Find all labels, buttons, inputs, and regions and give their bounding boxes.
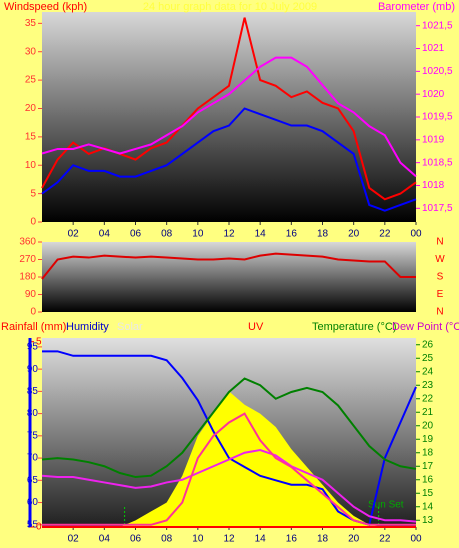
- x-tick-label: 06: [130, 229, 142, 240]
- y-tick-label: 60: [27, 497, 39, 508]
- y2-label: Barometer (mb): [378, 1, 455, 13]
- x-tick-label: 02: [68, 229, 80, 240]
- y2-tick-label: 14: [422, 501, 434, 512]
- y-tick-label: 85: [27, 386, 39, 397]
- y2-tick-label: 22: [422, 393, 434, 404]
- x-tick-label: 20: [348, 534, 360, 543]
- y-tick-label: 55: [27, 519, 39, 530]
- annotation: Sun Set: [368, 500, 404, 511]
- rain-tick-label: 0: [36, 522, 42, 533]
- y2-tick-label: 1018: [422, 180, 445, 191]
- x-tick-label: 16: [286, 534, 298, 543]
- y2-tick-label: 21: [422, 407, 434, 418]
- y2-tick-label: 1021,5: [422, 20, 453, 31]
- solar-label: Solar: [117, 321, 143, 333]
- x-tick-label: 06: [130, 534, 142, 543]
- x-tick-label: 08: [161, 534, 173, 543]
- y-tick-label: 35: [25, 18, 37, 29]
- y2-tick-label: 1018,5: [422, 157, 453, 168]
- y2-tick-label: 24: [422, 366, 434, 377]
- y2-tick-label: 19: [422, 434, 434, 445]
- y-tick-label: 90: [25, 289, 37, 300]
- y-tick-label: 10: [25, 160, 37, 171]
- x-tick-label: 04: [99, 229, 111, 240]
- y-tick-label: 0: [30, 217, 36, 228]
- y2-tick-label: 23: [422, 380, 434, 391]
- rain-tick-label: 5: [36, 336, 42, 347]
- y-tick-label: 90: [27, 364, 39, 375]
- temperature-label: Temperature (°C): [312, 321, 396, 333]
- panel-bg: [42, 242, 416, 312]
- compass-label: S: [437, 272, 444, 283]
- compass-label: E: [437, 289, 444, 300]
- y-tick-label: 5: [30, 188, 36, 199]
- x-tick-label: 22: [379, 229, 391, 240]
- y-tick-label: 270: [19, 254, 36, 265]
- y2-tick-label: 13: [422, 515, 434, 526]
- y2-tick-label: 26: [422, 339, 434, 350]
- x-tick-label: 16: [286, 229, 298, 240]
- rain-label: Rainfall (mm): [1, 321, 66, 333]
- x-tick-label: 00: [410, 534, 422, 543]
- y-tick-label: 30: [25, 46, 37, 57]
- y-tick-label: 95: [27, 342, 39, 353]
- x-tick-label: 08: [161, 229, 173, 240]
- y2-tick-label: 1019: [422, 134, 445, 145]
- panel-bg: [42, 12, 416, 222]
- humidity-label: Humidity: [66, 321, 109, 333]
- x-tick-label: 18: [317, 534, 329, 543]
- series-line: [41, 107, 417, 212]
- series-line: [41, 56, 417, 178]
- y-tick-label: 15: [25, 132, 37, 143]
- y2-tick-label: 1019,5: [422, 112, 453, 123]
- compass-label: N: [436, 237, 443, 248]
- y2-tick-label: 15: [422, 488, 434, 499]
- y2-tick-label: 25: [422, 353, 434, 364]
- y-tick-label: 80: [27, 408, 39, 419]
- x-tick-label: 14: [255, 229, 267, 240]
- x-tick-label: 22: [379, 534, 391, 543]
- y-tick-label: 65: [27, 475, 39, 486]
- series-line: [41, 377, 417, 479]
- x-tick-label: 10: [192, 534, 204, 543]
- x-tick-label: 00: [410, 229, 422, 240]
- series-line: [41, 449, 417, 523]
- dew-label: Dew Point (°C: [392, 321, 459, 333]
- compass-label: N: [436, 307, 443, 318]
- y-tick-label: 25: [25, 75, 37, 86]
- y-tick-label: 180: [19, 272, 36, 283]
- y2-tick-label: 1021: [422, 43, 445, 54]
- y2-tick-label: 20: [422, 420, 434, 431]
- compass-label: W: [435, 254, 445, 265]
- uv-label: UV: [248, 321, 264, 333]
- y-tick-label: 20: [25, 103, 37, 114]
- y2-tick-label: 18: [422, 447, 434, 458]
- y-tick-label: 70: [27, 453, 39, 464]
- y-label: Windspeed (kph): [4, 1, 87, 13]
- x-tick-label: 18: [317, 229, 329, 240]
- y2-tick-label: 17: [422, 461, 434, 472]
- x-tick-label: 20: [348, 229, 360, 240]
- y-tick-label: 0: [30, 307, 36, 318]
- y2-tick-label: 1017,5: [422, 203, 453, 214]
- x-tick-label: 14: [255, 534, 267, 543]
- x-tick-label: 12: [223, 534, 235, 543]
- chart-title: 24 hour graph data for 10 July 2009: [143, 1, 317, 13]
- y-tick-label: 360: [19, 237, 36, 248]
- y-tick-label: 75: [27, 430, 39, 441]
- y2-tick-label: 16: [422, 474, 434, 485]
- series-line: [41, 252, 416, 280]
- y2-tick-label: 1020: [422, 89, 445, 100]
- x-tick-label: 02: [68, 534, 80, 543]
- series-line: [42, 412, 416, 526]
- x-tick-label: 04: [99, 534, 111, 543]
- x-tick-label: 12: [223, 229, 235, 240]
- y2-tick-label: 1020,5: [422, 66, 453, 77]
- x-tick-label: 10: [192, 229, 204, 240]
